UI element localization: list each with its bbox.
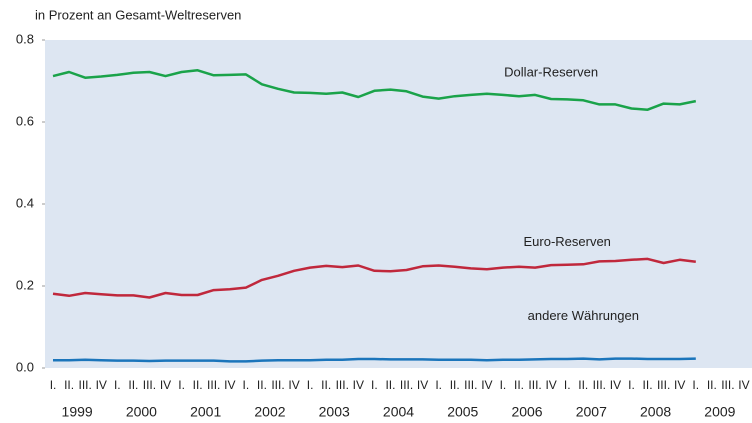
year-label: 2000: [126, 404, 157, 420]
x-tick-label: III.: [657, 378, 670, 392]
y-tick-label: 0.2: [16, 277, 34, 292]
x-tick-label: I.: [692, 378, 699, 392]
x-tick-label: I.: [243, 378, 250, 392]
year-label: 2005: [447, 404, 478, 420]
x-tick-label: II.: [643, 378, 653, 392]
x-tick-label: II.: [128, 378, 138, 392]
year-label: 2002: [254, 404, 285, 420]
series-line: [53, 357, 696, 363]
x-tick-label: III.: [528, 378, 541, 392]
x-tick-label: III.: [143, 378, 156, 392]
year-label: 2004: [383, 404, 414, 420]
axis-label: in Prozent an Gesamt-Weltreserven: [35, 7, 241, 22]
x-tick-label: III.: [400, 378, 413, 392]
series-label: Euro-Reserven: [523, 234, 610, 249]
series-label: Dollar-Reserven: [504, 64, 598, 79]
x-tick-label: I.: [500, 378, 507, 392]
y-tick-label: 0.0: [16, 359, 34, 374]
x-tick-label: IV: [160, 378, 171, 392]
x-tick-label: II.: [578, 378, 588, 392]
x-tick-label: IV: [481, 378, 492, 392]
x-tick-label: II.: [450, 378, 460, 392]
x-tick-label: III.: [464, 378, 477, 392]
x-tick-label: IV: [674, 378, 685, 392]
x-tick-label: IV: [96, 378, 107, 392]
plot-area: [45, 40, 752, 368]
x-tick-label: IV: [417, 378, 428, 392]
x-tick-label: II.: [64, 378, 74, 392]
year-label: 2009: [704, 404, 735, 420]
x-tick-label: II.: [385, 378, 395, 392]
year-label: 2007: [576, 404, 607, 420]
x-tick-label: IV: [738, 378, 749, 392]
x-tick-label: III.: [593, 378, 606, 392]
x-tick-label: I.: [307, 378, 314, 392]
x-tick-label: IV: [545, 378, 556, 392]
x-tick-label: I.: [564, 378, 571, 392]
year-label: 2008: [640, 404, 671, 420]
x-tick-label: III.: [721, 378, 734, 392]
x-tick-label: IV: [224, 378, 235, 392]
x-tick-label: III.: [207, 378, 220, 392]
y-tick-label: 0.4: [16, 195, 34, 210]
x-tick-label: I.: [628, 378, 635, 392]
year-label: 2003: [319, 404, 350, 420]
x-tick-label: IV: [610, 378, 621, 392]
x-tick-label: I.: [114, 378, 121, 392]
x-tick-label: II.: [321, 378, 331, 392]
year-label: 2006: [511, 404, 542, 420]
y-tick-label: 0.8: [16, 31, 34, 46]
x-tick-label: IV: [353, 378, 364, 392]
x-tick-label: I.: [435, 378, 442, 392]
year-label: 2001: [190, 404, 221, 420]
x-tick-label: III.: [78, 378, 91, 392]
y-tick-label: 0.6: [16, 113, 34, 128]
x-tick-label: III.: [271, 378, 284, 392]
x-tick-label: I.: [50, 378, 57, 392]
x-tick-label: III.: [336, 378, 349, 392]
x-tick-label: IV: [288, 378, 299, 392]
x-tick-label: II.: [707, 378, 717, 392]
x-tick-label: II.: [193, 378, 203, 392]
x-tick-label: II.: [257, 378, 267, 392]
year-label: 1999: [62, 404, 93, 420]
series-line: [52, 257, 696, 299]
series-line: [52, 69, 697, 111]
x-tick-label: I.: [178, 378, 185, 392]
x-tick-label: I.: [371, 378, 378, 392]
x-tick-label: II.: [514, 378, 524, 392]
series-label: andere Währungen: [528, 308, 639, 323]
